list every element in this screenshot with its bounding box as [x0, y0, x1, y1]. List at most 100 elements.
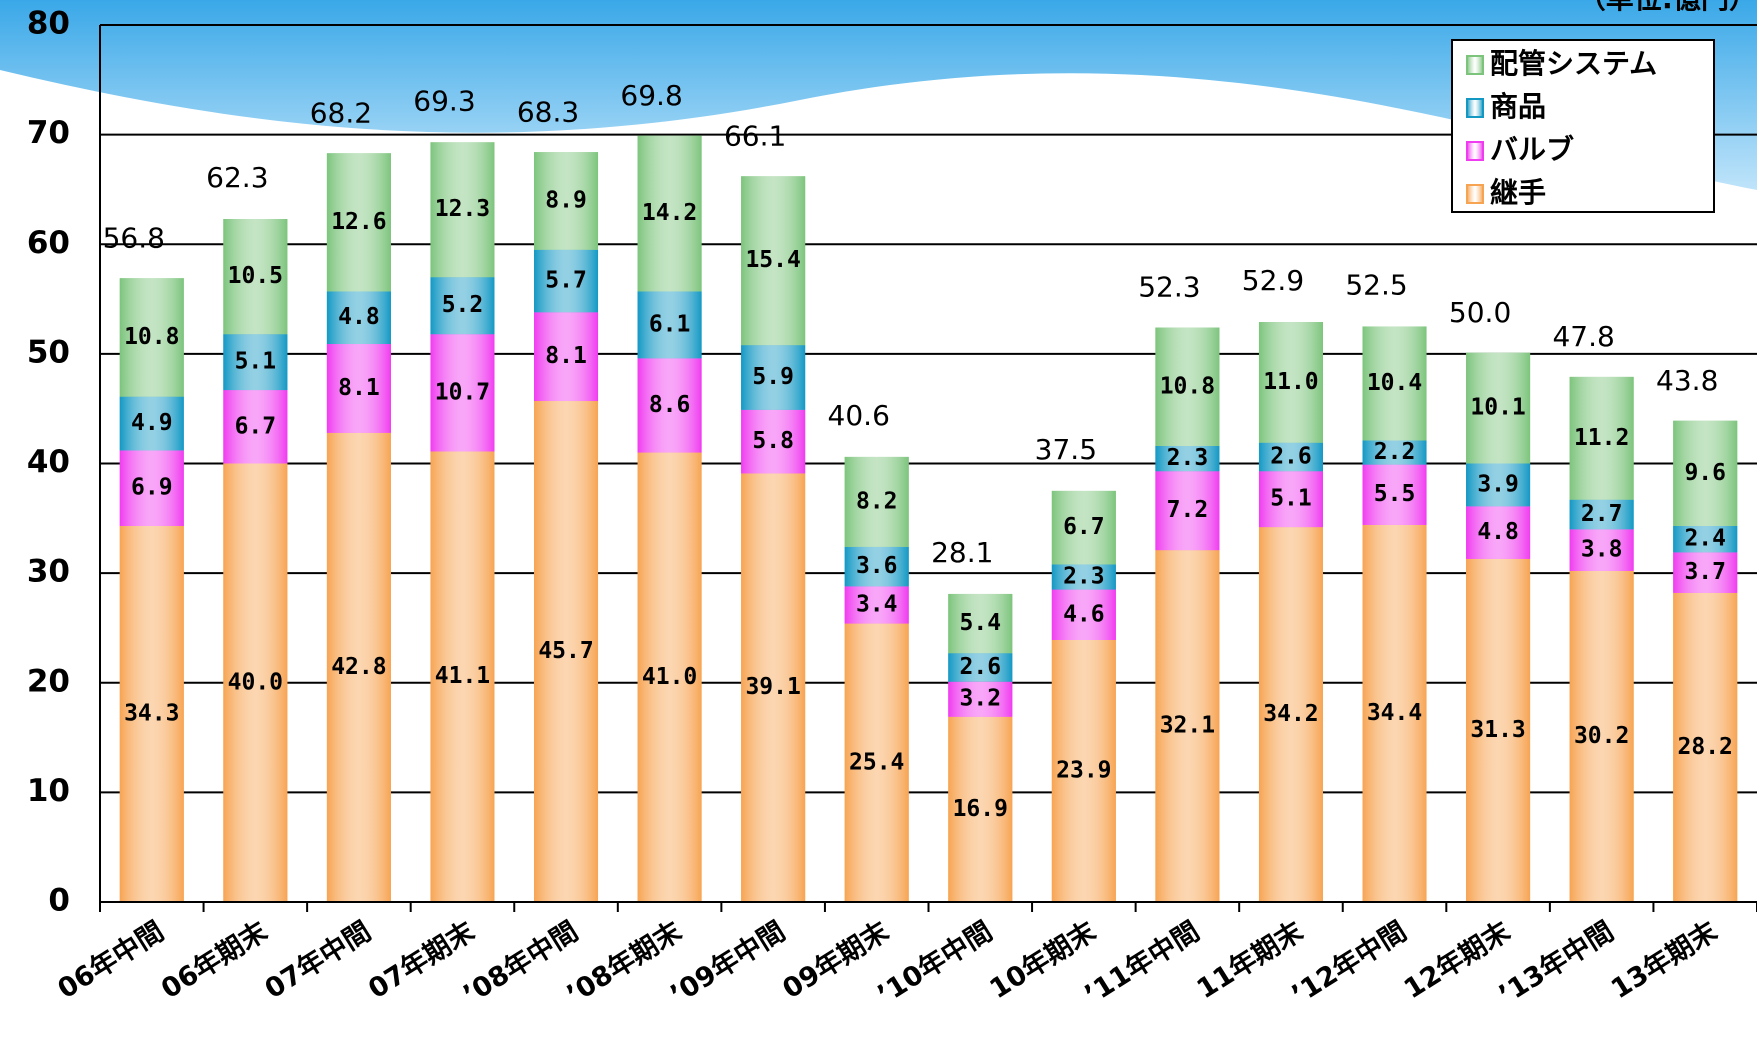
total-label: 40.6 [828, 399, 890, 432]
bar-shine [119, 396, 184, 451]
value-label: 12.6 [331, 209, 386, 235]
bar-segment [741, 473, 806, 902]
bar-segment [223, 334, 288, 391]
bar-shine [534, 401, 599, 902]
bar-shine [430, 142, 495, 278]
y-tick-label: 40 [27, 444, 70, 480]
bar-shine [1362, 326, 1427, 441]
total-label: 50.0 [1449, 296, 1511, 329]
value-label: 2.6 [1270, 443, 1312, 469]
legend-swatch [1466, 98, 1484, 118]
bar-shine [534, 312, 599, 402]
value-label: 39.1 [745, 674, 800, 700]
bar-segment [741, 345, 806, 410]
bar-shine [1258, 322, 1323, 443]
value-label: 34.4 [1367, 700, 1422, 726]
bar-segment [637, 135, 702, 292]
value-label: 4.6 [1063, 601, 1105, 627]
bar-segment [534, 152, 599, 250]
bar-segment [844, 546, 909, 587]
bar-segment [948, 653, 1013, 682]
value-label: 6.7 [1063, 514, 1105, 540]
bar-segment [1258, 442, 1323, 472]
x-tick-label: 06年期末 [156, 915, 274, 1005]
legend-swatch [1466, 184, 1484, 204]
value-label: 2.4 [1684, 526, 1726, 552]
bar-segment [1362, 440, 1427, 465]
value-label: 4.8 [1477, 519, 1519, 545]
x-tick-label: ’12年中間 [1286, 915, 1412, 1010]
bar-segment [637, 452, 702, 902]
value-label: 6.7 [235, 413, 277, 439]
bar-segment [741, 176, 806, 346]
value-label: 30.2 [1574, 723, 1629, 749]
total-label: 62.3 [206, 161, 268, 194]
x-tick-label: ’13年中間 [1493, 915, 1619, 1010]
bar-segment [1051, 589, 1116, 640]
bar-shine [430, 277, 495, 335]
value-label: 23.9 [1056, 757, 1111, 783]
value-label: 3.9 [1477, 471, 1519, 497]
value-label: 11.2 [1574, 425, 1629, 451]
bar-segment [1569, 570, 1634, 902]
value-label: 3.2 [960, 686, 1002, 712]
bar-segment [1155, 550, 1220, 902]
x-tick-label: ’11年中間 [1079, 915, 1205, 1010]
bar-segment [223, 219, 288, 335]
bar-shine [1466, 352, 1531, 464]
bar-shine [326, 291, 391, 345]
bar-shine [1362, 524, 1427, 902]
bar-segment [119, 278, 184, 397]
y-tick-label: 80 [27, 6, 70, 42]
bar-shine [637, 291, 702, 359]
value-label: 7.2 [1167, 497, 1209, 523]
total-label: 28.1 [931, 536, 993, 569]
bar-shine [1569, 499, 1634, 530]
bar-shine [1155, 327, 1220, 446]
bar-segment [430, 334, 495, 452]
value-label: 14.2 [642, 200, 697, 226]
bar-segment [948, 716, 1013, 902]
value-label: 5.1 [1270, 486, 1312, 512]
bar-shine [1466, 463, 1531, 507]
bar-shine [844, 456, 909, 547]
bar-segment [326, 344, 391, 433]
value-label: 15.4 [745, 247, 800, 273]
bar-segment [1362, 326, 1427, 441]
bar-segment [119, 450, 184, 526]
bar-segment [637, 358, 702, 453]
bar-shine [223, 463, 288, 902]
bar-shine [1673, 420, 1738, 526]
value-label: 6.1 [649, 311, 691, 337]
bar-shine [223, 219, 288, 335]
value-label: 45.7 [538, 638, 593, 664]
legend-swatch [1466, 55, 1484, 75]
value-label: 4.8 [338, 304, 380, 330]
legend-label: 継手 [1490, 176, 1546, 209]
total-label: 69.3 [413, 84, 475, 117]
bar-shine [223, 334, 288, 391]
x-tick-label: ’10年中間 [872, 915, 998, 1010]
bar-shine [637, 452, 702, 902]
value-label: 5.2 [442, 292, 484, 318]
bar-shine [1051, 490, 1116, 565]
value-label: 12.3 [435, 196, 490, 222]
bar-shine [1569, 376, 1634, 500]
total-label: 43.8 [1656, 364, 1718, 397]
bar-shine [844, 586, 909, 624]
bar-shine [1673, 552, 1738, 593]
x-tick-label: ’08年期末 [561, 915, 687, 1010]
bar-shine [741, 176, 806, 346]
bar-shine [844, 623, 909, 902]
total-label: 56.8 [103, 221, 165, 254]
x-tick-label: ’08年中間 [457, 915, 583, 1010]
value-label: 10.4 [1367, 370, 1422, 396]
value-label: 10.5 [228, 263, 283, 289]
bar-segment [1258, 471, 1323, 528]
bar-shine [844, 546, 909, 587]
bar-shine [1673, 525, 1738, 553]
value-label: 10.8 [124, 324, 179, 350]
x-tick-label: ’09年中間 [665, 915, 791, 1010]
total-label: 69.8 [620, 79, 682, 112]
